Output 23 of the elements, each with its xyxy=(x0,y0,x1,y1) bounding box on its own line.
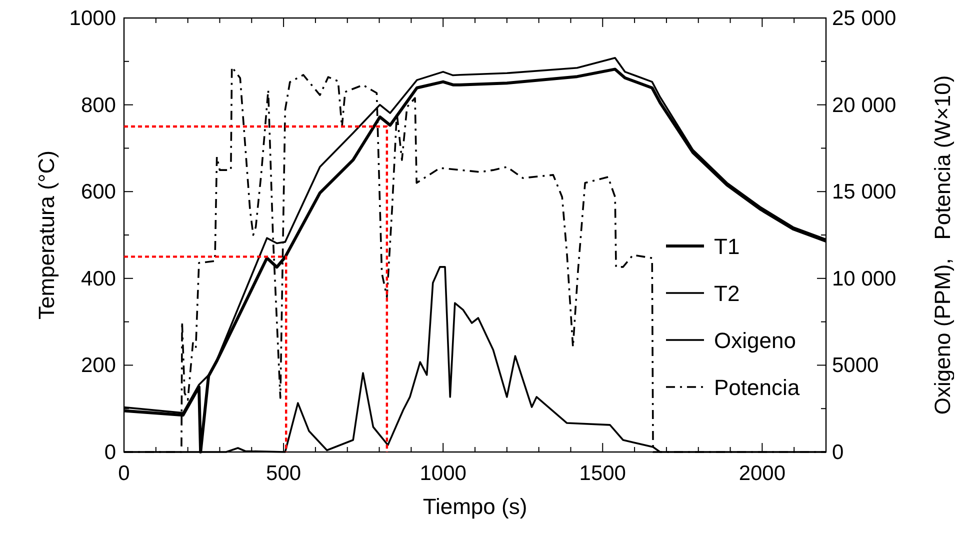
y-tick-label: 600 xyxy=(80,180,116,204)
legend-label: Oxigeno xyxy=(714,328,796,353)
x-tick-label: 1000 xyxy=(420,462,466,485)
y-tick-label: 200 xyxy=(80,354,116,378)
y-tick-label: 0 xyxy=(104,441,116,464)
y-tick-label: 1000 xyxy=(69,7,116,30)
y2-tick-label: 25 000 xyxy=(832,7,896,30)
x-axis-title: Tiempo (s) xyxy=(422,494,528,519)
legend-label: T1 xyxy=(714,234,740,259)
y2-tick-label: 15 000 xyxy=(832,180,896,204)
y2-tick-label: 0 xyxy=(832,441,844,464)
x-tick-label: 500 xyxy=(266,462,302,485)
legend-label: T2 xyxy=(714,281,740,306)
y-tick-label: 400 xyxy=(80,267,116,290)
y-tick-label: 800 xyxy=(80,94,116,117)
y-axis-title: Temperatura (°C) xyxy=(34,150,59,320)
x-tick-label: 2000 xyxy=(738,462,786,485)
y2-tick-label: 10 000 xyxy=(832,267,896,290)
x-tick-label: 1500 xyxy=(579,462,626,485)
y2-tick-label: 5000 xyxy=(832,354,879,378)
x-tick-label: 0 xyxy=(118,462,130,485)
legend-label: Potencia xyxy=(714,375,800,400)
y2-tick-label: 20 000 xyxy=(832,94,896,117)
